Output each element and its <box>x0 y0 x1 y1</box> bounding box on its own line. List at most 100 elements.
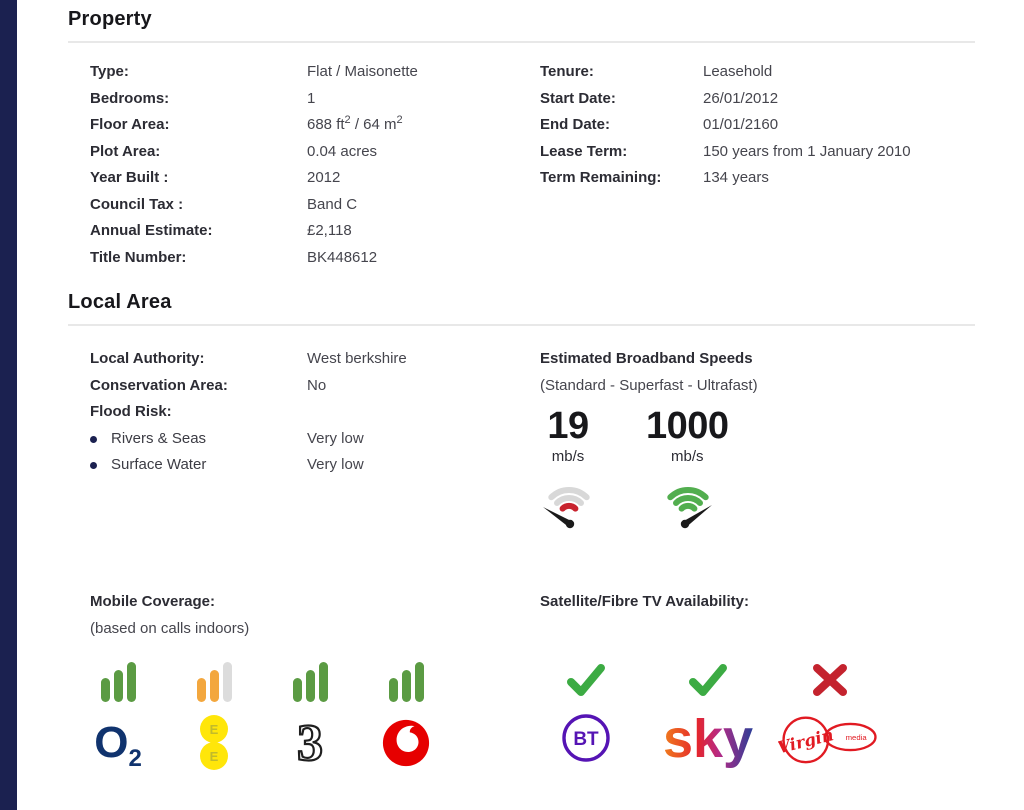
signal-bar <box>126 662 136 702</box>
speed-unit: mb/s <box>551 448 585 465</box>
property-row-title-number: Title Number: BK448612 <box>68 245 540 272</box>
signal-bar <box>196 678 206 702</box>
section-divider <box>68 41 975 43</box>
speedometer-slow-icon <box>540 477 596 529</box>
property-columns: Type: Flat / Maisonette Bedrooms: 1 Floo… <box>68 59 975 271</box>
broadband-title: Estimated Broadband Speeds <box>540 350 753 367</box>
field-value: £2,118 <box>307 222 352 239</box>
field-value: Band C <box>307 195 358 213</box>
carrier-vodafone <box>378 662 434 772</box>
vodafone-logo <box>381 714 431 772</box>
signal-bars <box>100 662 136 702</box>
signal-bar <box>100 678 110 702</box>
signal-bars <box>388 662 424 702</box>
signal-bar <box>209 670 219 702</box>
superscript: 2 <box>344 114 351 126</box>
field-value: 26/01/2012 <box>703 89 779 107</box>
field-value: 150 years from 1 January 2010 <box>703 142 911 160</box>
field-value: 134 years <box>703 169 769 186</box>
left-accent-bar <box>0 0 17 810</box>
check-icon <box>687 662 729 698</box>
field-label: Term Remaining: <box>540 169 662 186</box>
signal-bar <box>414 662 424 702</box>
speedometer-fast-icon <box>659 477 715 529</box>
property-left-column: Type: Flat / Maisonette Bedrooms: 1 Floo… <box>68 59 540 271</box>
field-label: Type: <box>90 63 129 80</box>
ee-logo: E E <box>198 714 230 772</box>
field-label: Local Authority: <box>90 350 205 367</box>
svg-text:3: 3 <box>297 715 323 772</box>
svg-text:E: E <box>210 722 219 737</box>
property-row-floor-area: Floor Area: 688 ft2 / 64 m2 <box>68 112 540 139</box>
property-row-end-date: End Date: 01/01/2160 <box>540 112 975 139</box>
field-label: Lease Term: <box>540 142 628 160</box>
broadband-speeds: 19 mb/s 1000 <box>540 407 975 529</box>
svg-text:media: media <box>846 732 868 741</box>
property-row-council-tax: Council Tax : Band C <box>68 192 540 219</box>
provider-bt: BT <box>540 662 632 768</box>
local-area-left-column: Local Authority: West berkshire Conserva… <box>68 346 540 529</box>
mobile-coverage-block: Mobile Coverage: (based on calls indoors… <box>68 589 540 772</box>
property-row-plot-area: Plot Area: 0.04 acres <box>68 139 540 166</box>
property-row-start-date: Start Date: 26/01/2012 <box>540 86 975 113</box>
property-row-lease-term: Lease Term: 150 years from 1 January 201… <box>540 139 975 166</box>
field-label: Plot Area: <box>90 142 161 160</box>
property-row-term-remaining: Term Remaining: 134 years <box>540 165 975 192</box>
signal-bar <box>222 662 232 702</box>
field-value: 1 <box>307 89 316 107</box>
field-label: Floor Area: <box>90 116 170 133</box>
property-row-year-built: Year Built : 2012 <box>68 165 540 192</box>
property-row-annual-estimate: Annual Estimate: £2,118 <box>68 218 540 245</box>
coverage-columns: Mobile Coverage: (based on calls indoors… <box>68 589 975 772</box>
property-row-tenure: Tenure: Leasehold <box>540 59 975 86</box>
tv-availability-title: Satellite/Fibre TV Availability: <box>540 593 749 610</box>
mobile-coverage-subtitle: (based on calls indoors) <box>90 619 250 637</box>
local-area-columns: Local Authority: West berkshire Conserva… <box>68 346 975 529</box>
broadband-speed-ultrafast: 1000 mb/s <box>646 407 729 529</box>
flood-item-rivers-seas: Rivers & Seas Very low <box>68 426 540 453</box>
signal-bar <box>318 662 328 702</box>
bullet-dot <box>90 435 97 443</box>
carrier-ee: E E <box>186 662 242 772</box>
field-label: Start Date: <box>540 89 616 107</box>
local-area-section-title: Local Area <box>68 291 172 313</box>
three-logo: 3 <box>287 714 333 772</box>
svg-text:sky: sky <box>663 709 753 768</box>
property-row-type: Type: Flat / Maisonette <box>68 59 540 86</box>
flood-item-surface-water: Surface Water Very low <box>68 452 540 479</box>
cross-icon <box>810 662 850 698</box>
property-section-title: Property <box>68 8 152 30</box>
field-label: End Date: <box>540 116 611 133</box>
field-value: 01/01/2160 <box>703 116 779 133</box>
property-row-bedrooms: Bedrooms: 1 <box>68 86 540 113</box>
field-label: Annual Estimate: <box>90 222 213 239</box>
broadband-subtitle: (Standard - Superfast - Ultrafast) <box>540 376 758 394</box>
report-content: Property Type: Flat / Maisonette Bedroom… <box>68 0 975 772</box>
bullet-dot <box>90 462 97 469</box>
svg-text:BT: BT <box>573 729 599 750</box>
superscript: 2 <box>396 114 403 126</box>
flood-item-value: Very low <box>307 429 364 447</box>
local-row-authority: Local Authority: West berkshire <box>68 346 540 373</box>
speed-unit: mb/s <box>671 448 704 465</box>
carriers-row: O2 E E <box>90 662 540 772</box>
field-label: Conservation Area: <box>90 376 228 394</box>
sky-logo: sky <box>662 708 754 768</box>
signal-bar <box>292 678 302 702</box>
signal-bar <box>388 678 398 702</box>
field-value: Leasehold <box>703 63 773 80</box>
tv-availability-block: Satellite/Fibre TV Availability: BT <box>540 589 975 772</box>
virgin-media-logo: Virgin media <box>778 708 882 768</box>
signal-bar <box>305 670 315 702</box>
local-row-conservation: Conservation Area: No <box>68 373 540 400</box>
field-value: 0.04 acres <box>307 142 378 160</box>
signal-bars <box>196 662 232 702</box>
field-label: Council Tax : <box>90 195 184 213</box>
local-row-flood-risk: Flood Risk: <box>68 399 540 426</box>
field-label: Year Built : <box>90 169 169 186</box>
field-value: No <box>307 376 327 394</box>
field-value: 2012 <box>307 169 341 186</box>
signal-bars <box>292 662 328 702</box>
signal-bar <box>113 670 123 702</box>
